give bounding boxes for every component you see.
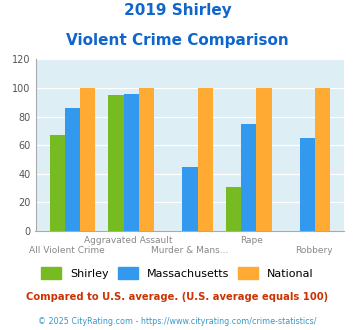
Text: Rape: Rape xyxy=(240,236,263,245)
Text: 2019 Shirley: 2019 Shirley xyxy=(124,3,231,18)
Bar xyxy=(241,124,256,231)
Bar xyxy=(139,88,154,231)
Bar xyxy=(226,187,241,231)
Bar xyxy=(198,88,213,231)
Bar xyxy=(256,88,272,231)
Legend: Shirley, Massachusetts, National: Shirley, Massachusetts, National xyxy=(37,263,318,283)
Bar xyxy=(182,167,198,231)
Text: All Violent Crime: All Violent Crime xyxy=(28,246,104,255)
Bar xyxy=(315,88,330,231)
Text: © 2025 CityRating.com - https://www.cityrating.com/crime-statistics/: © 2025 CityRating.com - https://www.city… xyxy=(38,317,317,326)
Bar xyxy=(124,94,139,231)
Bar xyxy=(50,135,65,231)
Text: Compared to U.S. average. (U.S. average equals 100): Compared to U.S. average. (U.S. average … xyxy=(26,292,329,302)
Text: Aggravated Assault: Aggravated Assault xyxy=(84,236,173,245)
Bar xyxy=(80,88,95,231)
Text: Robbery: Robbery xyxy=(295,246,332,255)
Text: Murder & Mans...: Murder & Mans... xyxy=(151,246,229,255)
Bar xyxy=(300,138,315,231)
Bar xyxy=(65,108,80,231)
Bar xyxy=(108,95,124,231)
Text: Violent Crime Comparison: Violent Crime Comparison xyxy=(66,33,289,48)
